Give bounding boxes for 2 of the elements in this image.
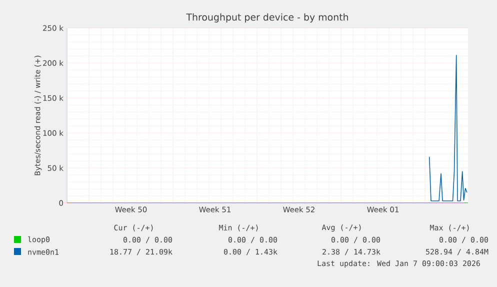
line-series <box>428 54 468 202</box>
chart-title: Throughput per device - by month <box>186 13 348 22</box>
